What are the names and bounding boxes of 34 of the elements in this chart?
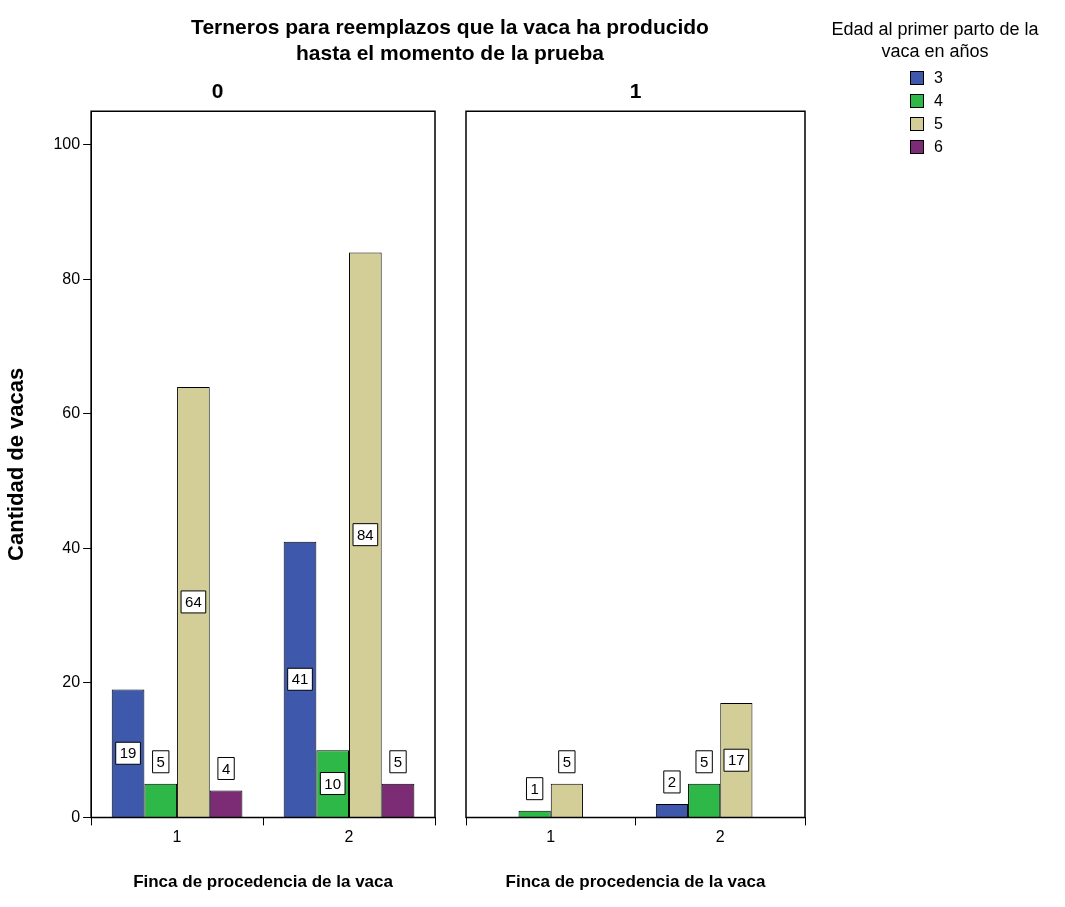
y-axis-title: Cantidad de vacas xyxy=(3,367,29,561)
legend-label: 5 xyxy=(934,114,943,133)
data-label: 19 xyxy=(119,744,137,762)
x-axis-title: Finca de procedencia de la vaca xyxy=(133,872,394,892)
x-tick-label: 1 xyxy=(172,828,182,846)
data-label: 10 xyxy=(324,774,342,792)
data-label: 5 xyxy=(156,752,165,770)
data-label: 84 xyxy=(357,525,374,543)
chart-subtitle: 1 xyxy=(629,79,642,103)
data-label: 41 xyxy=(291,670,309,688)
chart-title: Terneros para reemplazos que la vaca ha producido hasta el momento de la prueba xyxy=(190,14,710,66)
y-tick-label: 60 xyxy=(62,404,81,422)
legend-label: 3 xyxy=(934,68,943,87)
data-label: 2 xyxy=(667,773,677,791)
data-label: 5 xyxy=(562,752,572,770)
data-label: 17 xyxy=(728,751,745,769)
x-tick-label: 2 xyxy=(344,828,354,846)
data-label: 4 xyxy=(221,759,231,777)
y-tick-label: 40 xyxy=(62,538,81,556)
data-label: 5 xyxy=(699,752,709,770)
y-tick-label: 100 xyxy=(53,135,81,153)
legend-label: 4 xyxy=(934,91,943,110)
legend-label: 6 xyxy=(934,137,943,156)
x-tick-label: 1 xyxy=(546,828,556,846)
legend-title: Edad al primer parto de la vaca en años xyxy=(830,18,1040,62)
y-tick-label: 20 xyxy=(62,673,81,691)
data-label: 64 xyxy=(185,593,202,611)
y-tick-label: 0 xyxy=(71,807,81,825)
y-tick-label: 80 xyxy=(62,269,81,287)
data-label: 1 xyxy=(530,779,539,797)
x-tick-label: 2 xyxy=(715,828,725,846)
data-label: 5 xyxy=(393,752,403,770)
x-axis-title: Finca de procedencia de la vaca xyxy=(505,872,766,892)
chart-subtitle: 0 xyxy=(211,79,224,103)
